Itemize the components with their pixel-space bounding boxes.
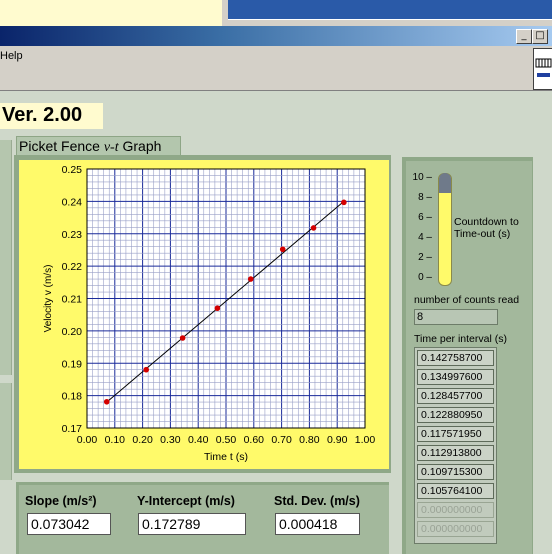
countdown-gauge-empty: [439, 173, 451, 193]
gauge-tick-label: 0 –: [418, 272, 432, 283]
data-point: [179, 335, 186, 341]
time-per-interval-item[interactable]: 0.105764100: [417, 483, 494, 499]
background-window-titlebar: [228, 0, 552, 20]
time-per-interval-item[interactable]: 0.112913800: [417, 445, 494, 461]
y-tick-label: 0.17: [62, 423, 83, 435]
y-tick-label: 0.18: [62, 391, 83, 403]
x-tick-label: 0.90: [327, 434, 348, 446]
data-point: [310, 225, 317, 231]
time-per-interval-item[interactable]: 0.142758700: [417, 350, 494, 366]
time-per-interval-item[interactable]: 0.117571950: [417, 426, 494, 442]
y-tick-label: 0.22: [62, 261, 83, 273]
x-tick-label: 1.00: [355, 434, 376, 446]
x-axis-label: Time t (s): [204, 451, 248, 463]
counts-field: 8: [414, 309, 498, 325]
y-tick-label: 0.19: [62, 358, 83, 370]
time-per-interval-item[interactable]: 0.000000000: [417, 502, 494, 518]
x-tick-label: 0.80: [299, 434, 320, 446]
slope-label: Slope (m/s²): [25, 494, 97, 508]
x-tick-label: 0.40: [188, 434, 209, 446]
gauge-tick-label: 10 –: [412, 172, 432, 183]
time-per-interval-item[interactable]: 0.122880950: [417, 407, 494, 423]
y-tick-label: 0.25: [62, 164, 83, 176]
gauge-tick-label: 8 –: [418, 192, 432, 203]
version-label: Ver. 2.00: [2, 104, 83, 126]
data-point: [143, 366, 150, 373]
time-per-interval-item[interactable]: 0.000000000: [417, 521, 494, 537]
time-per-interval-item[interactable]: 0.128457700: [417, 388, 494, 404]
x-tick-label: 0.70: [271, 434, 292, 446]
menu-item-help[interactable]: Help: [0, 50, 23, 62]
graph-title: Picket Fence v-t Graph: [19, 138, 162, 155]
intercept-label: Y-Intercept (m/s): [137, 494, 235, 508]
slope-field: 0.073042: [27, 513, 111, 535]
toolbar: [0, 66, 552, 91]
gauge-tick-label: 6 –: [418, 212, 432, 223]
version-background: [0, 103, 103, 129]
stddev-field: 0.000418: [275, 513, 360, 535]
time-per-interval-item[interactable]: 0.134997600: [417, 369, 494, 385]
window-titlebar[interactable]: [0, 26, 552, 46]
gauge-tick-label: 2 –: [418, 252, 432, 263]
x-tick-label: 0.60: [244, 434, 265, 446]
run-icon: [535, 58, 552, 77]
stddev-label: Std. Dev. (m/s): [274, 494, 360, 508]
y-tick-label: 0.20: [62, 326, 83, 338]
x-tick-label: 0.00: [77, 434, 98, 446]
x-tick-label: 0.30: [160, 434, 181, 446]
y-axis-label: Velocity v (m/s): [43, 265, 54, 333]
plot-border: [86, 168, 366, 429]
left-panel-edge: [0, 140, 12, 375]
menu-bar: [0, 46, 552, 67]
y-tick-label: 0.24: [62, 196, 83, 208]
bottom-left-area: [0, 480, 15, 554]
data-point: [341, 199, 347, 206]
x-tick-label: 0.50: [216, 434, 237, 446]
gauge-tick-label: 4 –: [418, 232, 432, 243]
data-point: [214, 305, 221, 312]
maximize-button[interactable]: □: [532, 29, 548, 44]
time-per-interval-label: Time per interval (s): [414, 333, 507, 345]
data-point: [247, 276, 254, 282]
velocity-time-chart[interactable]: 0.00 0.10 0.20 0.30 0.40 0.50 0.60 0.70 0.80 0.90…: [19, 160, 389, 469]
countdown-label: Countdown to Time-out (s): [454, 216, 519, 240]
background-window-left: [0, 0, 222, 26]
time-per-interval-item[interactable]: 0.109715300: [417, 464, 494, 480]
data-point: [279, 246, 286, 253]
counts-label: number of counts read: [414, 294, 520, 306]
y-tick-label: 0.21: [62, 294, 83, 306]
y-tick-label: 0.23: [62, 229, 83, 241]
run-button[interactable]: [533, 48, 552, 90]
data-point: [103, 398, 110, 405]
x-tick-label: 0.20: [132, 434, 153, 446]
intercept-field: 0.172789: [138, 513, 246, 535]
x-tick-label: 0.10: [105, 434, 126, 446]
minimize-button[interactable]: _: [516, 29, 532, 44]
